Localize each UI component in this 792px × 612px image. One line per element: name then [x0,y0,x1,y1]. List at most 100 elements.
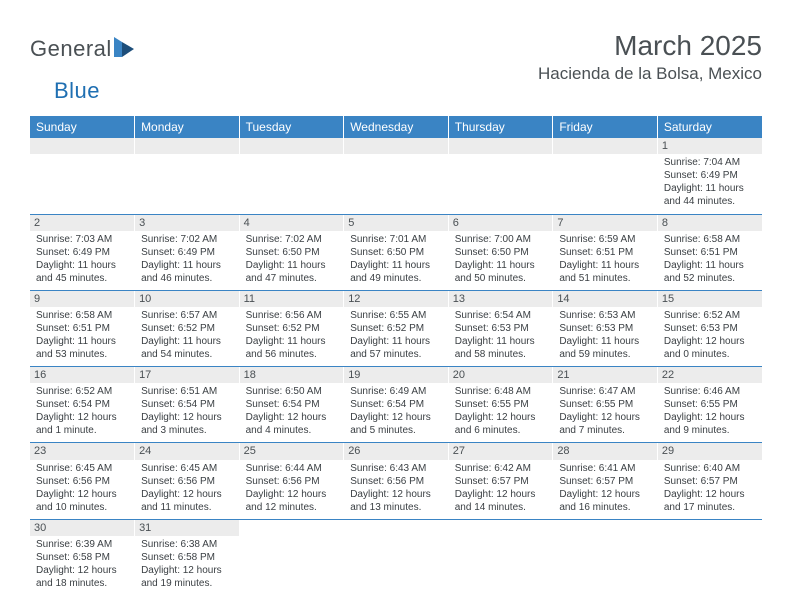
day-content: Sunrise: 6:51 AMSunset: 6:54 PMDaylight:… [141,385,233,437]
calendar-day-cell: 13 Sunrise: 6:54 AMSunset: 6:53 PMDayligh… [448,290,553,366]
empty-day-header [30,138,134,154]
weekday-header: Saturday [657,116,762,138]
daylight-text: Daylight: 11 hours and 47 minutes. [246,259,338,285]
logo-flag-icon [114,37,140,62]
daylight-text: Daylight: 12 hours and 19 minutes. [141,564,233,590]
sunset-text: Sunset: 6:55 PM [455,398,547,411]
day-content: Sunrise: 6:45 AMSunset: 6:56 PMDaylight:… [141,462,233,514]
day-number: 1 [658,138,762,154]
calendar-day-cell: 23Sunrise: 6:45 AMSunset: 6:56 PMDayligh… [30,443,135,519]
day-content: Sunrise: 7:03 AMSunset: 6:49 PMDaylight:… [36,233,128,285]
logo: General [30,30,140,68]
sunrise-text: Sunrise: 6:50 AM [246,385,338,398]
sunrise-text: Sunrise: 7:03 AM [36,233,128,246]
day-number: 6 [449,215,553,231]
day-number: 24 [135,443,239,459]
calendar-day-cell: 17Sunrise: 6:51 AMSunset: 6:54 PMDayligh… [135,367,240,443]
daylight-text: Daylight: 11 hours and 57 minutes. [350,335,442,361]
day-number: 19 [344,367,448,383]
calendar-day-cell [553,519,658,595]
day-content: Sunrise: 6:44 AMSunset: 6:56 PMDaylight:… [246,462,338,514]
sunset-text: Sunset: 6:54 PM [141,398,233,411]
sunset-text: Sunset: 6:54 PM [36,398,128,411]
day-content: Sunrise: 6:56 AMSunset: 6:52 PMDaylight:… [246,309,338,361]
sunrise-text: Sunrise: 6:59 AM [559,233,651,246]
sunset-text: Sunset: 6:57 PM [455,475,547,488]
daylight-text: Daylight: 11 hours and 58 minutes. [455,335,547,361]
daylight-text: Daylight: 11 hours and 54 minutes. [141,335,233,361]
day-number: 25 [240,443,344,459]
day-content: Sunrise: 6:41 AMSunset: 6:57 PMDaylight:… [559,462,651,514]
day-content: Sunrise: 6:59 AMSunset: 6:51 PMDaylight:… [559,233,651,285]
sunset-text: Sunset: 6:52 PM [246,322,338,335]
calendar-day-cell: 2Sunrise: 7:03 AMSunset: 6:49 PMDaylight… [30,214,135,290]
weekday-header: Tuesday [239,116,344,138]
calendar-day-cell: 12Sunrise: 6:55 AMSunset: 6:52 PMDayligh… [344,290,449,366]
calendar-week-row: 1Sunrise: 7:04 AMSunset: 6:49 PMDaylight… [30,138,762,214]
daylight-text: Daylight: 12 hours and 4 minutes. [246,411,338,437]
day-number: 22 [658,367,762,383]
sunrise-text: Sunrise: 6:56 AM [246,309,338,322]
sunrise-text: Sunrise: 6:45 AM [141,462,233,475]
calendar-day-cell: 15Sunrise: 6:52 AMSunset: 6:53 PMDayligh… [657,290,762,366]
sunset-text: Sunset: 6:51 PM [664,246,756,259]
day-content: Sunrise: 6:58 AMSunset: 6:51 PMDaylight:… [36,309,128,361]
sunset-text: Sunset: 6:56 PM [350,475,442,488]
sunrise-text: Sunrise: 6:54 AM [455,309,547,322]
sunrise-text: Sunrise: 6:44 AM [246,462,338,475]
calendar-day-cell: 22Sunrise: 6:46 AMSunset: 6:55 PMDayligh… [657,367,762,443]
daylight-text: Daylight: 11 hours and 56 minutes. [246,335,338,361]
sunset-text: Sunset: 6:54 PM [246,398,338,411]
day-number: 28 [553,443,657,459]
calendar-week-row: 9Sunrise: 6:58 AMSunset: 6:51 PMDaylight… [30,290,762,366]
day-content: Sunrise: 6:38 AMSunset: 6:58 PMDaylight:… [141,538,233,590]
empty-day-header [240,138,344,154]
sunrise-text: Sunrise: 6:53 AM [559,309,651,322]
sunrise-text: Sunrise: 6:52 AM [36,385,128,398]
calendar-day-cell: 29Sunrise: 6:40 AMSunset: 6:57 PMDayligh… [657,443,762,519]
sunrise-text: Sunrise: 6:58 AM [36,309,128,322]
sunrise-text: Sunrise: 6:41 AM [559,462,651,475]
day-number: 13 [449,291,553,307]
empty-day-header [449,138,553,154]
sunset-text: Sunset: 6:49 PM [141,246,233,259]
daylight-text: Daylight: 12 hours and 1 minute. [36,411,128,437]
day-content: Sunrise: 6:47 AMSunset: 6:55 PMDaylight:… [559,385,651,437]
sunset-text: Sunset: 6:50 PM [350,246,442,259]
day-content: Sunrise: 6:58 AMSunset: 6:51 PMDaylight:… [664,233,756,285]
day-content: Sunrise: 6:57 AMSunset: 6:52 PMDaylight:… [141,309,233,361]
day-number: 23 [30,443,134,459]
calendar-week-row: 16Sunrise: 6:52 AMSunset: 6:54 PMDayligh… [30,367,762,443]
day-content: Sunrise: 6:52 AMSunset: 6:53 PMDaylight:… [664,309,756,361]
sunrise-text: Sunrise: 6:38 AM [141,538,233,551]
calendar-day-cell [344,138,449,214]
calendar-day-cell [344,519,449,595]
sunset-text: Sunset: 6:53 PM [455,322,547,335]
sunrise-text: Sunrise: 6:58 AM [664,233,756,246]
day-number: 4 [240,215,344,231]
daylight-text: Daylight: 11 hours and 44 minutes. [664,182,756,208]
calendar-day-cell: 25 Sunrise: 6:44 AMSunset: 6:56 PMDayligh… [239,443,344,519]
day-number: 20 [449,367,553,383]
daylight-text: Daylight: 12 hours and 17 minutes. [664,488,756,514]
sunrise-text: Sunrise: 6:40 AM [664,462,756,475]
day-number: 18 [240,367,344,383]
sunrise-text: Sunrise: 6:55 AM [350,309,442,322]
calendar-day-cell [657,519,762,595]
sunrise-text: Sunrise: 6:43 AM [350,462,442,475]
empty-day-header [135,138,239,154]
daylight-text: Daylight: 12 hours and 9 minutes. [664,411,756,437]
day-number: 5 [344,215,448,231]
day-number: 29 [658,443,762,459]
day-content: Sunrise: 7:02 AMSunset: 6:49 PMDaylight:… [141,233,233,285]
daylight-text: Daylight: 12 hours and 3 minutes. [141,411,233,437]
calendar-day-cell [135,138,240,214]
calendar-day-cell: 14Sunrise: 6:53 AMSunset: 6:53 PMDayligh… [553,290,658,366]
day-content: Sunrise: 6:43 AMSunset: 6:56 PMDaylight:… [350,462,442,514]
calendar-day-cell: 4Sunrise: 7:02 AMSunset: 6:50 PMDaylight… [239,214,344,290]
calendar-day-cell: 3Sunrise: 7:02 AMSunset: 6:49 PMDaylight… [135,214,240,290]
sunrise-text: Sunrise: 6:45 AM [36,462,128,475]
daylight-text: Daylight: 11 hours and 52 minutes. [664,259,756,285]
calendar-day-cell: 1Sunrise: 7:04 AMSunset: 6:49 PMDaylight… [657,138,762,214]
calendar-week-row: 30Sunrise: 6:39 AMSunset: 6:58 PMDayligh… [30,519,762,595]
